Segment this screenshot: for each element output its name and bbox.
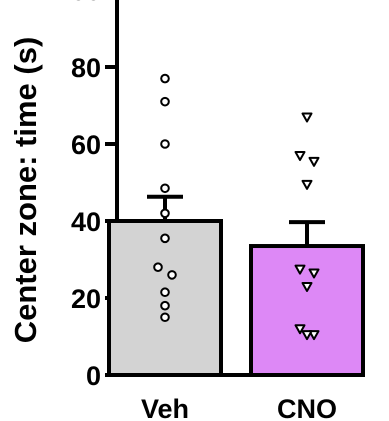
y-tick-label: 40 bbox=[71, 207, 101, 237]
point-cno bbox=[294, 324, 306, 335]
point-veh bbox=[160, 287, 170, 298]
point-veh bbox=[160, 73, 170, 84]
y-tick-label: 80 bbox=[71, 53, 101, 83]
y-tick-label: 100 bbox=[56, 0, 101, 6]
point-cno bbox=[301, 330, 313, 341]
x-tick-label-veh: Veh bbox=[141, 394, 189, 421]
point-veh bbox=[153, 262, 163, 273]
point-cno bbox=[308, 156, 320, 167]
point-cno bbox=[294, 151, 306, 162]
bars bbox=[107, 219, 365, 377]
point-veh bbox=[160, 233, 170, 244]
point-veh bbox=[167, 270, 177, 280]
y-tick-label: 60 bbox=[71, 130, 101, 160]
y-tick-label: 0 bbox=[86, 361, 101, 391]
point-veh bbox=[160, 96, 170, 107]
y-axis: 0 20 40 60 80 100 bbox=[56, 0, 119, 391]
data-points bbox=[153, 73, 320, 341]
point-cno bbox=[301, 281, 313, 292]
point-veh bbox=[160, 300, 170, 311]
x-axis: Veh CNO bbox=[117, 373, 360, 421]
point-veh bbox=[160, 208, 170, 219]
point-cno bbox=[301, 179, 313, 190]
point-cno bbox=[308, 330, 320, 341]
point-veh bbox=[160, 312, 170, 323]
bar-cno bbox=[249, 244, 365, 377]
y-tick-label: 20 bbox=[71, 284, 101, 314]
point-cno bbox=[308, 268, 320, 279]
point-cno bbox=[301, 112, 313, 123]
x-tick-label-cno: CNO bbox=[277, 394, 337, 421]
bar-veh bbox=[107, 219, 223, 377]
y-axis-label: Center zone: time (s) bbox=[8, 37, 43, 344]
point-cno bbox=[294, 264, 306, 275]
point-veh bbox=[160, 183, 170, 194]
point-veh bbox=[160, 139, 170, 149]
